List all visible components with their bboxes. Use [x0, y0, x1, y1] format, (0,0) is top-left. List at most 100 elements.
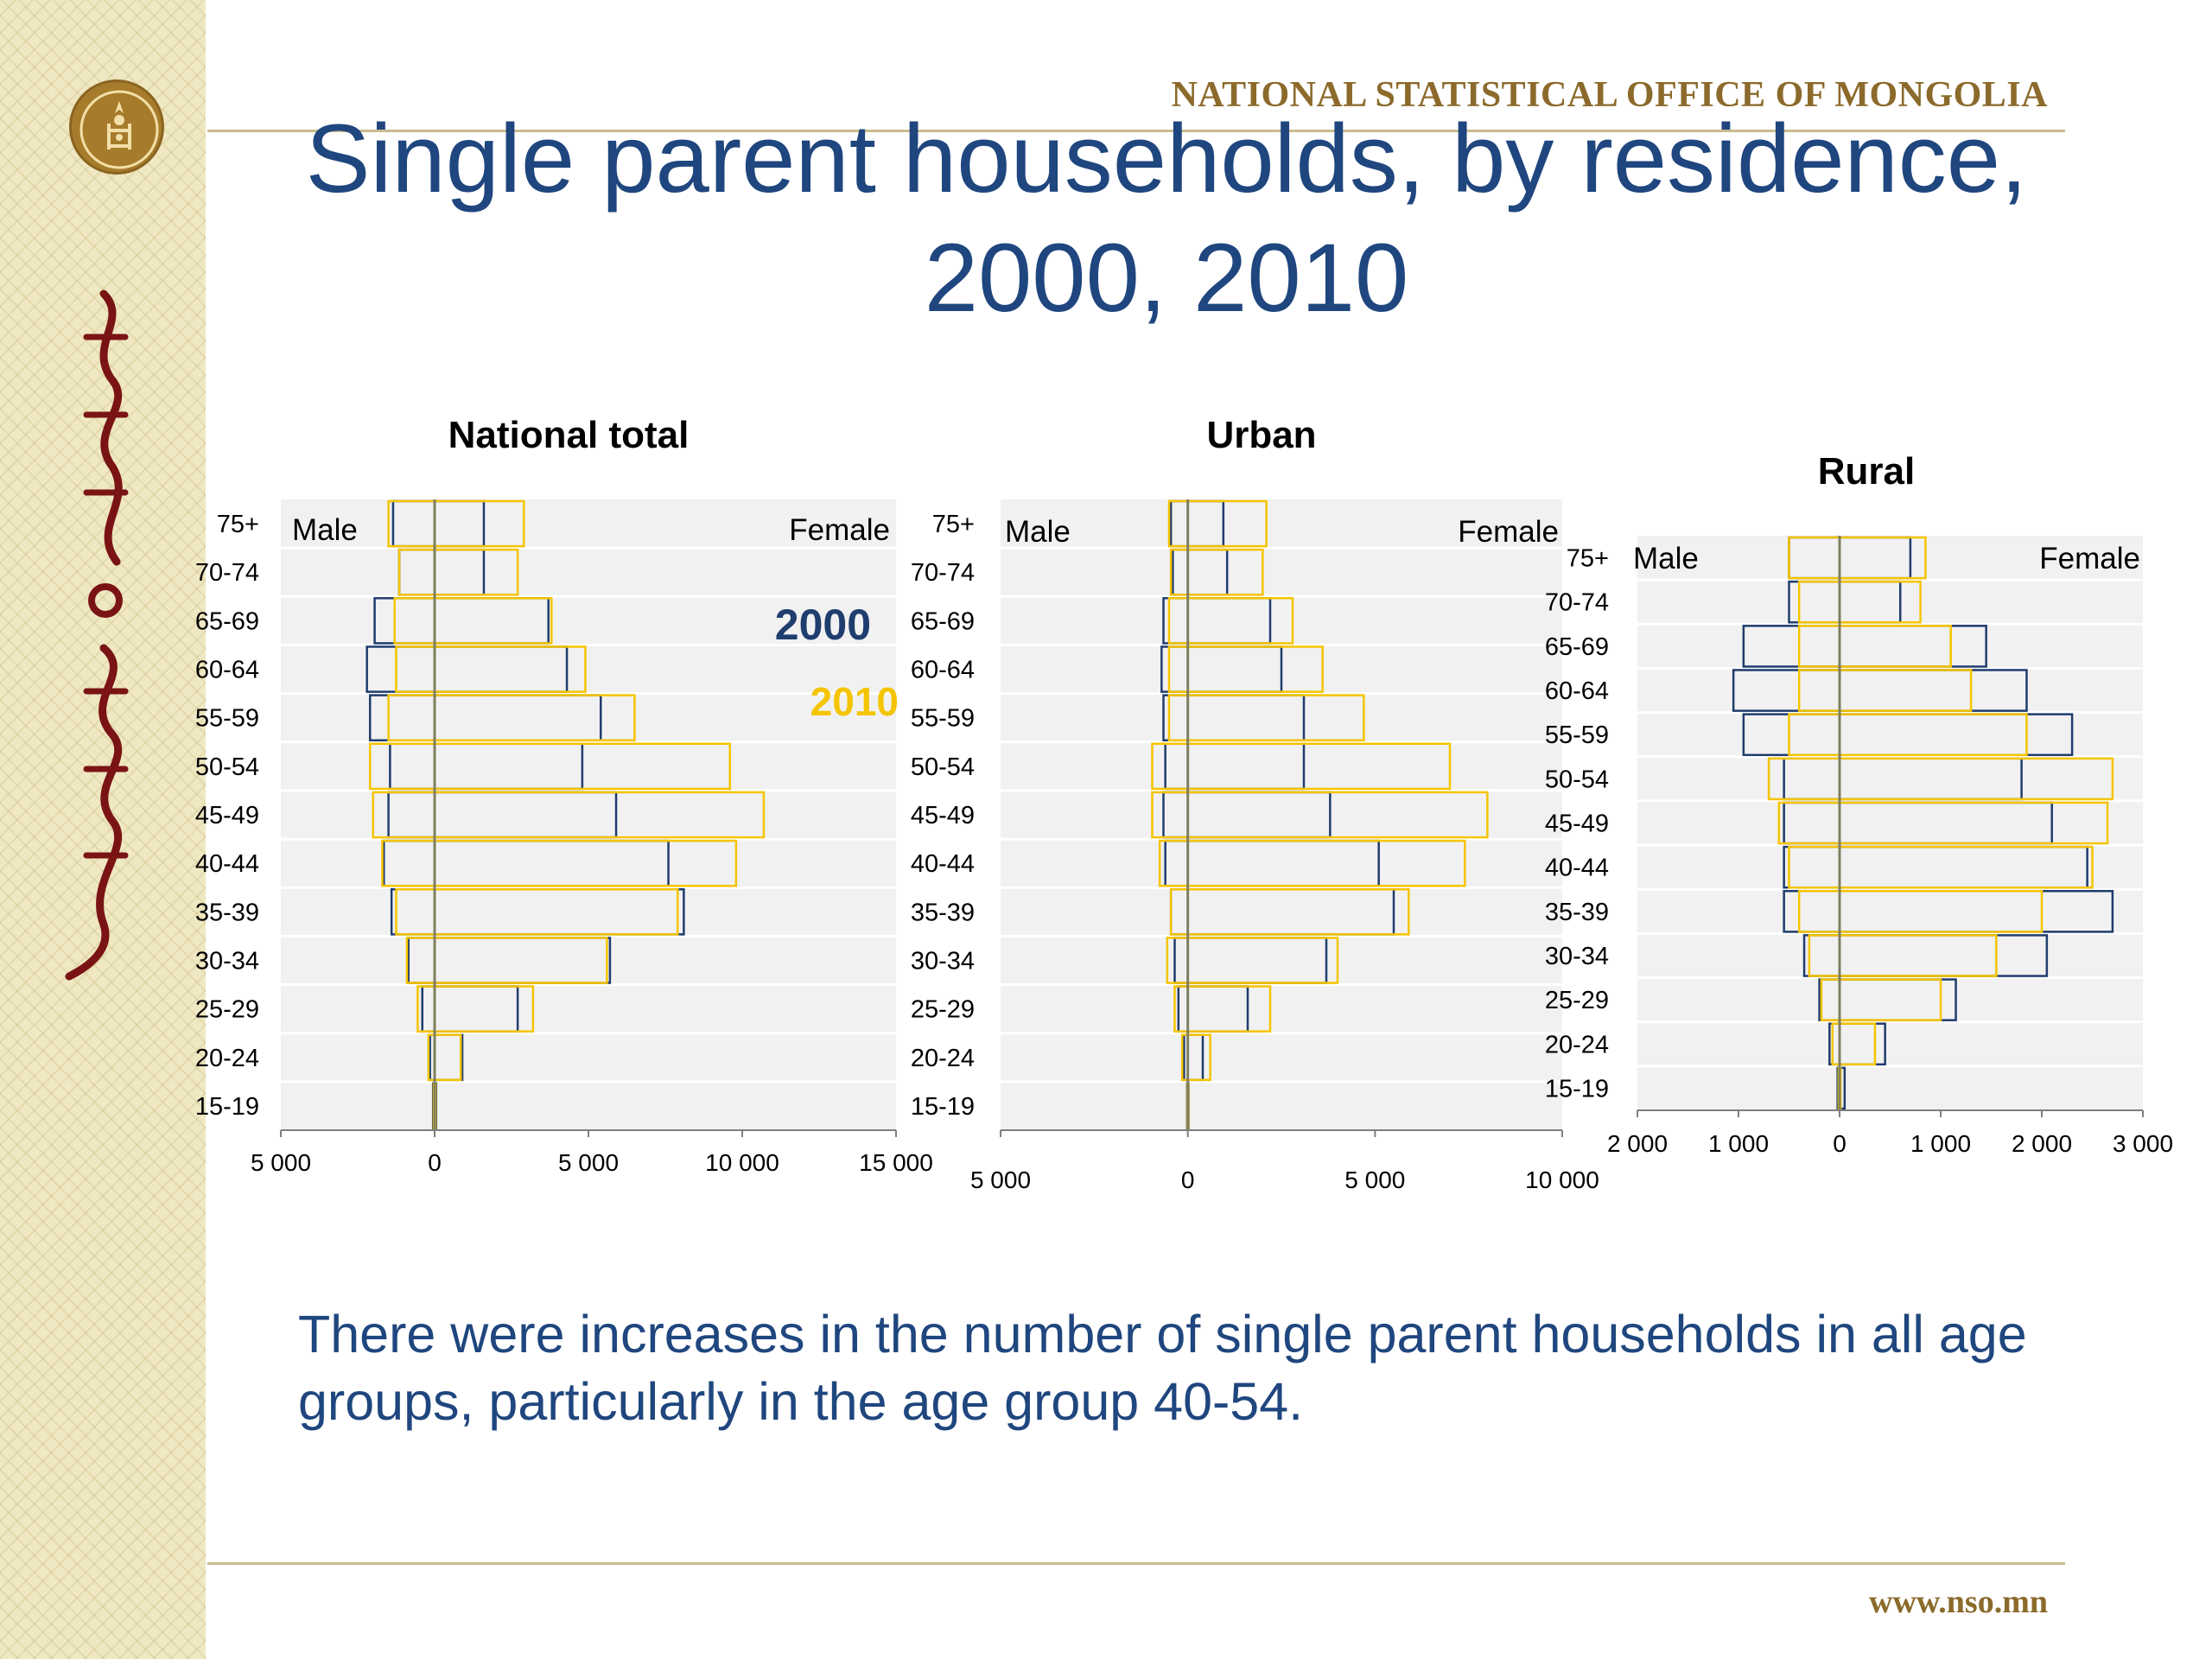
- rural-category-label: 25-29: [1545, 987, 1609, 1014]
- national-bar-2010-65-69: [393, 597, 553, 645]
- national-category-label: 45-49: [195, 802, 259, 830]
- urban-category-label: 60-64: [911, 657, 975, 684]
- national-category-label: 75+: [217, 511, 259, 538]
- urban-category-label: 35-39: [911, 899, 975, 926]
- national-x-tick-label: 5 000: [251, 1149, 311, 1176]
- urban-bar-2010-55-59: [1167, 694, 1365, 742]
- national-bar-2010-75+: [387, 499, 525, 548]
- urban-category-label: 30-34: [911, 947, 975, 975]
- national-bar-2010-25-29: [416, 985, 535, 1033]
- rural-bar-2010-25-29: [1820, 978, 1942, 1021]
- national-bar-2010-70-74: [397, 548, 519, 596]
- rural-bar-2010-75+: [1788, 536, 1927, 580]
- national-bar-2010-30-34: [405, 937, 608, 984]
- rural-chart-title: Rural: [1818, 450, 1915, 493]
- urban-bar-2010-60-64: [1167, 645, 1324, 693]
- rural-category-label: 70-74: [1545, 589, 1609, 617]
- national-category-label: 30-34: [195, 947, 259, 975]
- rural-bar-2010-60-64: [1797, 669, 1973, 712]
- urban-bar-2010-75+: [1167, 499, 1268, 548]
- urban-bar-2010-70-74: [1169, 548, 1264, 596]
- urban-bar-2010-20-24: [1180, 1033, 1211, 1082]
- legend-2000: 2000: [775, 601, 871, 649]
- urban-bar-2010-45-49: [1151, 791, 1489, 839]
- national-plot-area: [281, 499, 896, 1130]
- national-category-label: 20-24: [195, 1045, 259, 1072]
- urban-category-label: 45-49: [911, 802, 975, 830]
- rural-bar-2010-45-49: [1777, 801, 2109, 845]
- national-category-label: 35-39: [195, 899, 259, 926]
- rural-x-tick-label: 0: [1833, 1130, 1847, 1157]
- urban-bar-2010-65-69: [1167, 597, 1294, 645]
- rural-plot-area: [1637, 536, 2143, 1110]
- national-bar-2010-35-39: [395, 887, 679, 936]
- rural-x-tick-label: 2 000: [1607, 1130, 1668, 1157]
- rural-category-label: 15-19: [1545, 1075, 1609, 1103]
- rural-male-label: Male: [1633, 542, 1699, 575]
- national-chart-title: National total: [448, 414, 690, 456]
- urban-category-label: 55-59: [911, 705, 975, 733]
- rural-category-label: 20-24: [1545, 1031, 1609, 1058]
- footer-divider: [207, 1562, 2065, 1565]
- rural-bar-2010-70-74: [1797, 580, 1922, 624]
- rural-category-label: 60-64: [1545, 677, 1609, 705]
- urban-bar-2010-30-34: [1166, 937, 1339, 984]
- rural-category-label: 55-59: [1545, 721, 1609, 749]
- title-line-2: 2000, 2010: [924, 224, 1409, 332]
- rural-bar-2010-40-44: [1788, 845, 2094, 889]
- rural-x-tick-label: 2 000: [2012, 1130, 2072, 1157]
- rural-category-label: 65-69: [1545, 633, 1609, 661]
- urban-bar-2010-40-44: [1158, 839, 1466, 887]
- legend-2010: 2010: [810, 679, 899, 724]
- national-category-label: 40-44: [195, 850, 259, 878]
- national-bar-2010-45-49: [372, 791, 766, 839]
- urban-bar-2010-50-54: [1151, 742, 1452, 791]
- rural-category-label: 50-54: [1545, 766, 1609, 793]
- national-category-label: 60-64: [195, 657, 259, 684]
- rural-category-label: 30-34: [1545, 943, 1609, 970]
- urban-plot-area: [1001, 499, 1562, 1130]
- urban-category-label: 20-24: [911, 1045, 975, 1072]
- urban-x-tick-label: 10 000: [1525, 1166, 1599, 1193]
- organization-name: NATIONAL STATISTICAL OFFICE OF MONGOLIA: [1171, 75, 2048, 115]
- urban-category-label: 25-29: [911, 996, 975, 1024]
- urban-category-label: 65-69: [911, 607, 975, 635]
- national-bar-2010-20-24: [427, 1033, 462, 1082]
- national-category-label: 50-54: [195, 753, 259, 781]
- rural-bar-2010-30-34: [1808, 934, 1998, 977]
- national-x-tick-label: 10 000: [705, 1149, 779, 1176]
- soyombo-emblem-icon: [79, 90, 159, 169]
- urban-category-label: 15-19: [911, 1093, 975, 1121]
- mongolian-script-decoration: [65, 289, 129, 981]
- national-bar-2010-60-64: [395, 645, 587, 693]
- rural-x-tick-label: 1 000: [1910, 1130, 1971, 1157]
- rural-category-label: 35-39: [1545, 899, 1609, 926]
- national-female-label: Female: [789, 513, 890, 547]
- national-bar-2010-55-59: [387, 694, 636, 742]
- national-x-tick-label: 5 000: [558, 1149, 619, 1176]
- header-divider: [207, 130, 2065, 132]
- urban-x-tick-label: 5 000: [1344, 1166, 1405, 1193]
- rural-bar-2010-65-69: [1797, 625, 1952, 668]
- rural-x-tick-label: 3 000: [2113, 1130, 2173, 1157]
- national-category-label: 55-59: [195, 705, 259, 733]
- caption-text: There were increases in the number of si…: [298, 1305, 2027, 1431]
- urban-category-label: 40-44: [911, 850, 975, 878]
- rural-bar-2010-35-39: [1797, 889, 2044, 933]
- rural-bar-2010-20-24: [1831, 1022, 1877, 1066]
- national-category-label: 15-19: [195, 1093, 259, 1121]
- urban-x-tick-label: 5 000: [970, 1166, 1031, 1193]
- national-category-label: 65-69: [195, 607, 259, 635]
- urban-chart-title: Urban: [1206, 414, 1316, 456]
- urban-bar-2010-35-39: [1169, 887, 1410, 936]
- nso-logo: [69, 79, 164, 175]
- national-x-tick-label: 0: [428, 1149, 442, 1176]
- national-bar-2010-50-54: [368, 742, 732, 791]
- urban-bar-2010-25-29: [1173, 985, 1272, 1033]
- rural-x-tick-label: 1 000: [1708, 1130, 1769, 1157]
- rural-category-label: 75+: [1567, 545, 1609, 573]
- footer-url: www.nso.mn: [1869, 1584, 2048, 1620]
- title-line-1: Single parent households, by residence,: [305, 105, 2028, 213]
- urban-category-label: 50-54: [911, 753, 975, 781]
